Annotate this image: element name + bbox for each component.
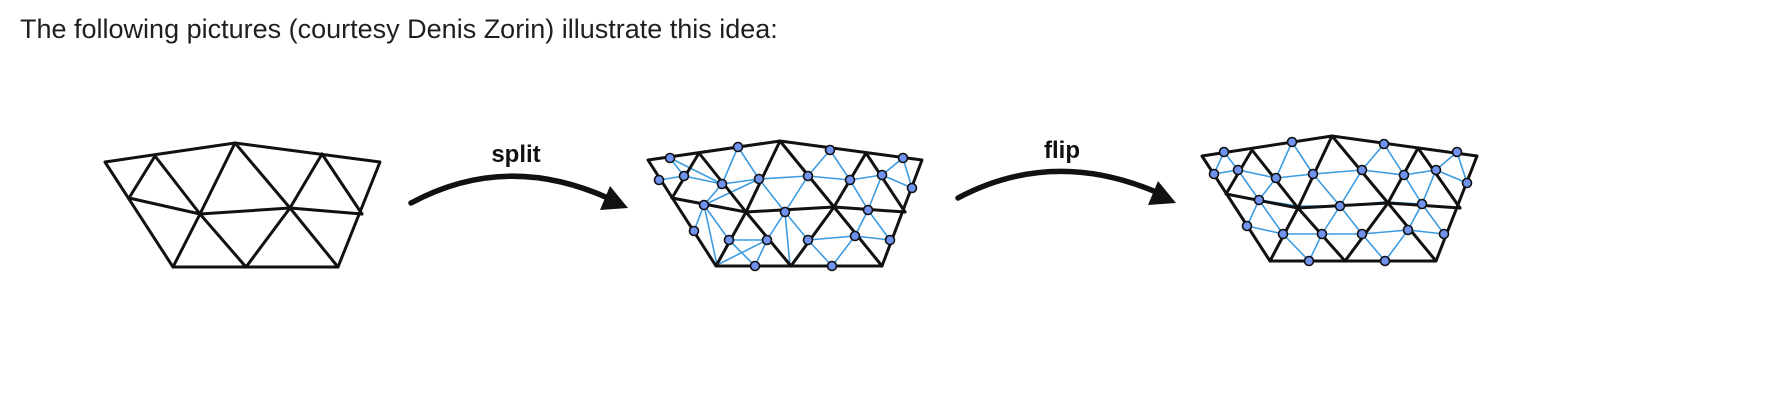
split-arrow: split <box>408 141 628 210</box>
original-mesh <box>103 141 382 269</box>
split-mesh <box>646 139 924 272</box>
flipped-mesh <box>1200 134 1479 267</box>
intro-text: The following pictures (courtesy Denis Z… <box>20 14 778 44</box>
flip-arrow: flip <box>955 137 1176 205</box>
split-label: split <box>491 141 540 168</box>
flip-label: flip <box>1044 137 1080 164</box>
